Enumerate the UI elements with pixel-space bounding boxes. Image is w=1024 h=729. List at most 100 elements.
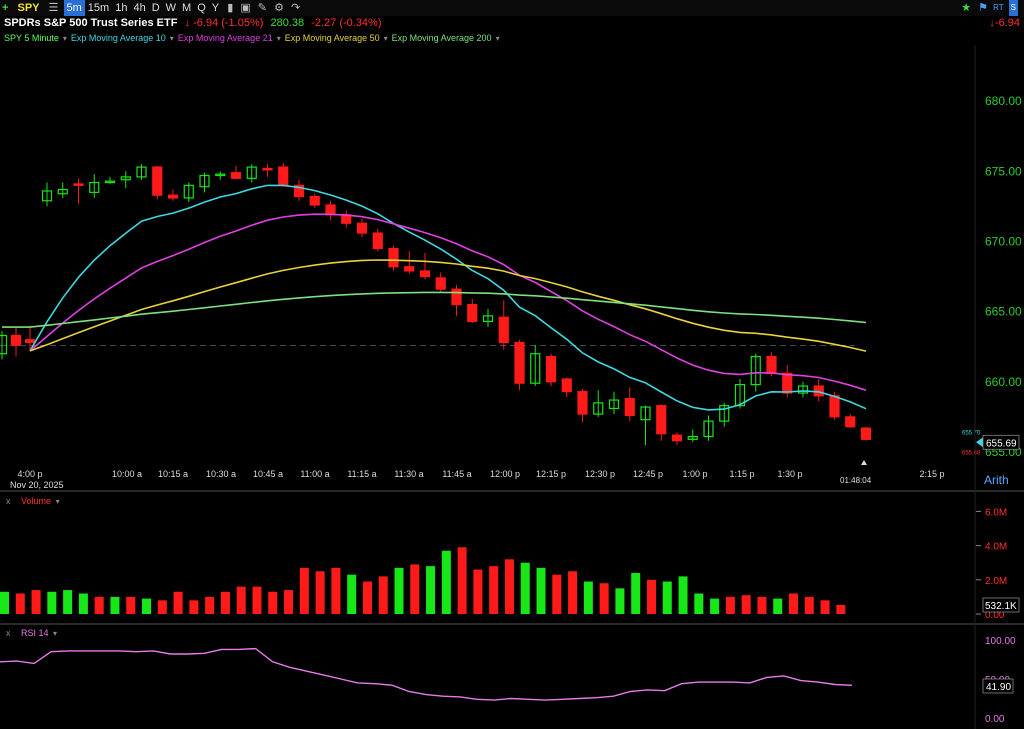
candle-body [41, 190, 53, 202]
candle-body [719, 405, 730, 422]
timeframe-15m[interactable]: 15m [87, 2, 110, 14]
volume-bar [599, 583, 609, 614]
symbol-input[interactable]: SPY [17, 2, 40, 14]
volume-bar [15, 593, 25, 614]
candle-body [325, 204, 336, 216]
timeframe-4h[interactable]: 4h [133, 2, 146, 14]
volume-pane-label[interactable]: x Volume ▾ [6, 496, 60, 506]
candle-body [467, 304, 478, 323]
candle-body [703, 420, 714, 438]
settings-icon[interactable]: ⚙ [274, 2, 284, 14]
rsi-tick-label: 0.00 [985, 714, 1005, 725]
volume-bar [173, 591, 183, 614]
candle-body [388, 247, 399, 268]
axes: 680.00675.00670.00665.00660.00655.00655.… [0, 45, 1024, 729]
study-0[interactable]: SPY 5 Minute ▾ [4, 33, 67, 43]
star-icon[interactable]: ★ [961, 2, 972, 14]
share-icon[interactable]: ↷ [291, 2, 301, 14]
candle-body [404, 266, 415, 272]
top-right-change: -6.94 [994, 17, 1020, 29]
last-price-label: 655.69 [986, 438, 1017, 449]
volume-bar [615, 588, 625, 614]
chevron-down-icon[interactable]: ▾ [55, 497, 60, 506]
list-icon[interactable]: ☰ [48, 2, 59, 14]
timeframe-Y[interactable]: Y [211, 2, 220, 14]
volume-bar [236, 586, 246, 614]
pane-close-icon[interactable]: x [6, 496, 11, 506]
candle-body [293, 184, 305, 198]
chevron-down-icon[interactable]: ▾ [383, 34, 388, 43]
volume-bar [252, 586, 262, 614]
chart-type-icon[interactable]: ▮ [227, 2, 234, 14]
chevron-down-icon[interactable]: ▾ [62, 34, 67, 43]
draw-icon[interactable]: ✎ [257, 2, 267, 14]
price-change: -6.94 [193, 17, 219, 29]
chevron-down-icon[interactable]: ▾ [276, 34, 281, 43]
candle-body [640, 406, 651, 421]
candle-body [845, 416, 856, 428]
volume-bar [299, 567, 309, 614]
countdown-label: 01:48:04 [840, 476, 872, 485]
volume-bar [189, 600, 199, 614]
timeframe-5m[interactable]: 5m [63, 0, 85, 16]
chevron-down-icon[interactable]: ▾ [495, 34, 500, 43]
study-3[interactable]: Exp Moving Average 50 ▾ [284, 33, 388, 43]
pane-close-icon[interactable]: x [6, 628, 11, 638]
chevron-down-icon[interactable]: ▾ [169, 34, 174, 43]
volume-bar [662, 581, 672, 614]
candle-body [183, 184, 194, 199]
price-change-pct: (-1.05%) [221, 17, 264, 29]
volume-bar [804, 596, 814, 614]
candle-body [230, 172, 242, 179]
study-2[interactable]: Exp Moving Average 21 ▾ [177, 33, 281, 43]
volume-bar [0, 591, 9, 614]
candle-body [10, 334, 22, 346]
last-price-arrow [976, 437, 983, 448]
candle-body [199, 174, 210, 188]
timeframe-D[interactable]: D [151, 2, 160, 14]
candle-body [561, 378, 572, 393]
study-4[interactable]: Exp Moving Average 200 ▾ [391, 33, 500, 43]
flag-icon[interactable]: ⚑ [978, 2, 988, 14]
candle-body [419, 270, 431, 278]
volume-title: Volume [21, 496, 52, 506]
volume-value: 280.38 [270, 17, 305, 29]
up-triangle-icon [861, 460, 867, 465]
time-axis-label: 11:30 a [394, 469, 423, 479]
volume-bar [142, 598, 152, 614]
rsi-pane-label[interactable]: x RSI 14 ▾ [6, 628, 57, 638]
candle-body [829, 395, 840, 418]
security-name: SPDRs S&P 500 Trust Series ETF [4, 17, 178, 29]
volume-bar [725, 596, 735, 614]
candle-body [860, 427, 872, 440]
volume-bar [789, 593, 798, 614]
tool-icon[interactable]: ▣ [240, 2, 251, 14]
candle-body [498, 316, 509, 344]
volume-bar [315, 571, 325, 614]
price-tick-label: 675.00 [985, 164, 1022, 178]
chevron-down-icon[interactable]: ▾ [53, 629, 58, 638]
ema21-line [29, 213, 867, 391]
timeframe-M[interactable]: M [182, 2, 192, 14]
timeframe-Q[interactable]: Q [197, 2, 206, 14]
volume-bar [110, 596, 120, 614]
plus-icon[interactable]: + [2, 2, 9, 14]
time-axis-label: 12:45 p [633, 469, 663, 479]
s-badge[interactable]: S [1008, 0, 1018, 16]
volume-bar [220, 591, 230, 614]
candle-body [136, 166, 147, 178]
ah-change-pct: (-0.34%) [339, 17, 382, 29]
volume-bar [78, 593, 88, 614]
candle-body [24, 339, 36, 344]
time-axis-label: 12:00 p [490, 469, 520, 479]
candle-body [608, 399, 620, 410]
rsi-tick-label: 100.00 [985, 636, 1016, 647]
volume-bar [31, 590, 41, 614]
volume-bar [268, 591, 278, 614]
study-1[interactable]: Exp Moving Average 10 ▾ [70, 33, 174, 43]
timeframe-W[interactable]: W [165, 2, 177, 14]
candle-body [89, 181, 100, 193]
timeframe-1h[interactable]: 1h [115, 2, 128, 14]
time-axis-label: 12:30 p [585, 469, 615, 479]
